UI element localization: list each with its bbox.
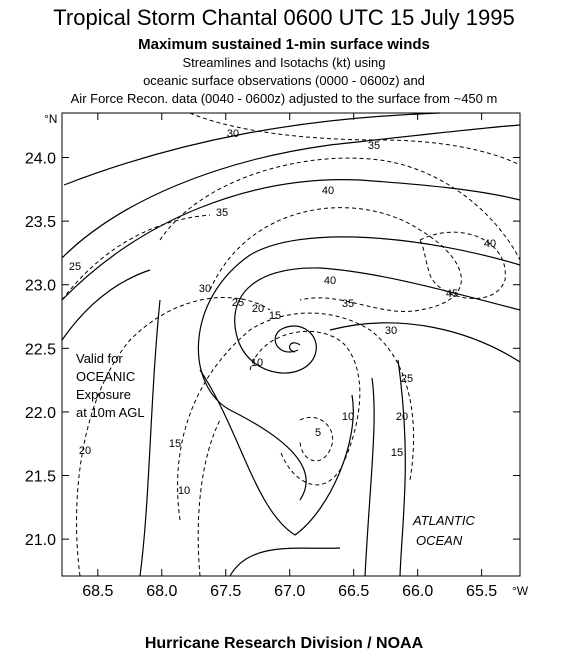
y-tick-label: 22.5 [25,341,56,358]
ocean-label: OCEAN [416,533,463,548]
x-tick-label: 65.5 [466,583,497,600]
y-tick-label: 21.0 [25,532,56,549]
isotach-label: 40 [324,275,336,287]
y-tick-label: 21.5 [25,469,56,486]
isotach-label: 20 [79,445,91,457]
annotation-line: Valid for [76,351,123,366]
x-tick-label: 66.5 [338,583,369,600]
isotach-label: 30 [199,283,211,295]
isotach-label: 30 [227,128,239,140]
title: Tropical Storm Chantal 0600 UTC 15 July … [53,5,514,30]
isotach-label: 10 [342,411,354,423]
isotach-label: 20 [252,303,264,315]
x-tick-label: 67.5 [210,583,241,600]
footer: Hurricane Research Division / NOAA [145,635,424,652]
isotach-label: 35 [368,140,380,152]
subtitle-line: Streamlines and Isotachs (kt) using [182,55,385,70]
y-tick-label: 23.0 [25,278,56,295]
isotachs [61,112,521,577]
y-tick-label: 24.0 [25,151,56,168]
isotach-label: 15 [391,447,403,459]
y-tick-label: 22.0 [25,405,56,422]
isotach-label: 10 [251,357,263,369]
annotation: Valid for OCEANIC Exposure at 10m AGL AT… [76,351,475,548]
isotach-label: 35 [216,207,228,219]
x-tick-label: 68.0 [146,583,177,600]
annotation-line: at 10m AGL [76,405,145,420]
x-tick-label: 66.0 [402,583,433,600]
x-tick-label: 67.0 [274,583,305,600]
x-tick-label: 68.5 [82,583,113,600]
isotach-label: 25 [401,373,413,385]
isotach-label: 35 [342,298,354,310]
subtitle-line: Air Force Recon. data (0040 - 0600z) adj… [71,91,498,106]
streamlines [61,112,521,577]
isotach-label: 45 [446,288,458,300]
annotation-line: OCEANIC [76,369,135,384]
isotach-label: 5 [315,427,321,439]
ocean-label: ATLANTIC [412,513,475,528]
isotach-label: 10 [178,485,190,497]
isotach-label: 25 [69,261,81,273]
isotach-label: 40 [322,185,334,197]
subtitle-line: oceanic surface observations (0000 - 060… [143,73,425,88]
isotach-label: 30 [385,325,397,337]
y-tick-label: 23.5 [25,214,56,231]
x-unit: °W [512,584,529,598]
subtitle: Maximum sustained 1-min surface winds [138,36,430,53]
map-frame [61,112,521,577]
isotach-label: 40 [484,238,496,250]
isotach-label: 25 [232,297,244,309]
isotach-label: 15 [269,310,281,322]
isotach-label: 15 [169,438,181,450]
y-unit: °N [44,112,57,126]
isotach-label: 20 [396,411,408,423]
annotation-line: Exposure [76,387,131,402]
